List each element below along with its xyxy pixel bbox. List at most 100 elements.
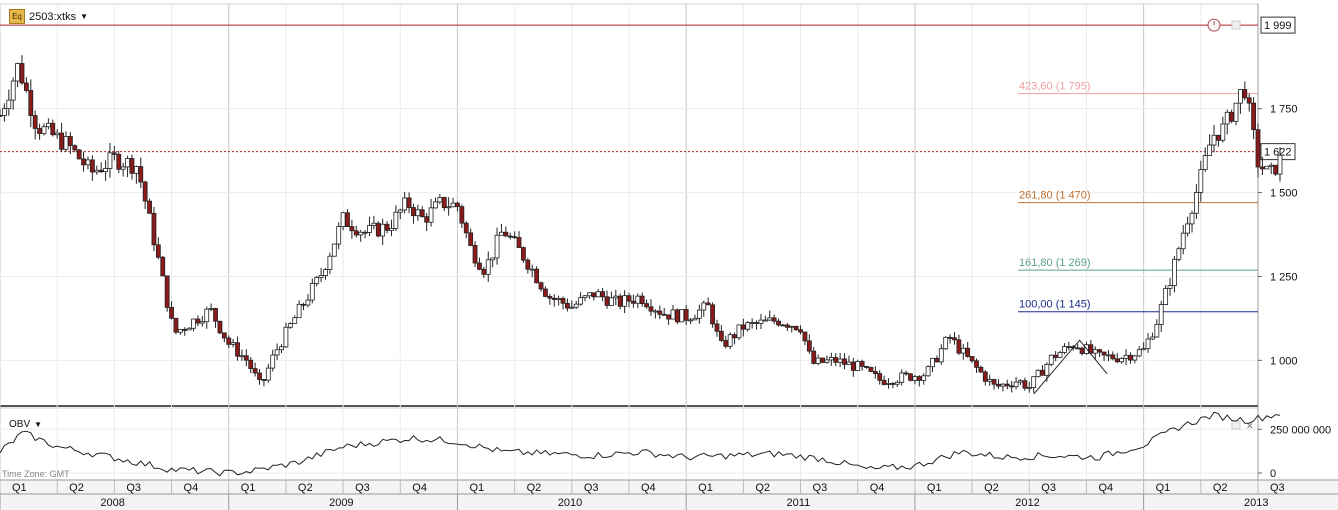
candle-body bbox=[287, 323, 293, 328]
symbol-selector[interactable]: Eq 2503:xtks ▼ bbox=[9, 9, 88, 24]
candle-body bbox=[1123, 354, 1129, 359]
obv-indicator-selector[interactable]: OBV ▼ bbox=[9, 419, 42, 430]
candle-body bbox=[802, 331, 808, 342]
candle-body bbox=[441, 197, 447, 209]
candle-body bbox=[459, 206, 465, 224]
candle-body bbox=[723, 340, 729, 347]
candle-body bbox=[956, 339, 962, 354]
candle-body bbox=[1066, 346, 1072, 348]
candle-body bbox=[1009, 385, 1015, 388]
candle-body bbox=[323, 269, 328, 276]
candle-body bbox=[111, 152, 117, 155]
candle-body bbox=[710, 304, 715, 325]
candle-body bbox=[415, 209, 421, 217]
candle-body bbox=[1172, 258, 1177, 287]
candle-body bbox=[991, 379, 997, 385]
candle-body bbox=[815, 357, 821, 364]
candle-body bbox=[1238, 89, 1243, 104]
candle-body bbox=[1136, 349, 1142, 357]
candle-body bbox=[1022, 380, 1028, 389]
price-marker-box bbox=[1260, 16, 1296, 34]
candle-body bbox=[503, 231, 509, 237]
candle-body bbox=[969, 356, 975, 362]
candle-body bbox=[243, 355, 249, 361]
candle-body bbox=[384, 223, 390, 231]
candle-body bbox=[1163, 288, 1169, 305]
candle-body bbox=[138, 166, 144, 183]
candle-body bbox=[45, 122, 51, 128]
candle-body bbox=[644, 303, 649, 308]
candle-body bbox=[960, 347, 966, 354]
candle-body bbox=[938, 348, 944, 363]
candle-body bbox=[868, 367, 874, 372]
candle-body bbox=[1141, 348, 1147, 351]
candle-body bbox=[688, 319, 693, 322]
candle-body bbox=[780, 324, 786, 327]
drawn-trendline bbox=[1033, 339, 1108, 395]
candle-body bbox=[1229, 111, 1235, 122]
year-label: 2012 bbox=[1015, 497, 1039, 509]
candle-body bbox=[226, 337, 232, 345]
candle-body bbox=[828, 357, 834, 361]
candle-body bbox=[208, 308, 214, 310]
candle-body bbox=[213, 308, 218, 322]
candle-body bbox=[1189, 212, 1195, 225]
candle-body bbox=[952, 337, 957, 341]
candle-body bbox=[406, 197, 412, 208]
candle-body bbox=[556, 298, 562, 300]
candle-body bbox=[793, 325, 799, 331]
candle-body bbox=[648, 306, 654, 312]
candle-body bbox=[758, 319, 764, 324]
candle-body bbox=[930, 357, 935, 368]
candle-body bbox=[481, 268, 487, 275]
candle-body bbox=[507, 235, 513, 238]
candle-body bbox=[987, 379, 993, 382]
candle-body bbox=[784, 324, 790, 328]
candle-body bbox=[155, 244, 161, 258]
candle-body bbox=[499, 231, 504, 236]
candle-body bbox=[103, 168, 108, 173]
candle-body bbox=[37, 128, 42, 134]
candle-body bbox=[274, 349, 280, 356]
candle-body bbox=[450, 202, 456, 208]
candle-body bbox=[437, 197, 443, 203]
candle-body bbox=[1075, 347, 1081, 350]
candle-body bbox=[142, 181, 148, 202]
candle-body bbox=[1216, 134, 1221, 141]
candle-body bbox=[705, 302, 711, 306]
candle-body bbox=[463, 222, 469, 234]
candle-body bbox=[1202, 155, 1208, 170]
candle-body bbox=[1097, 349, 1103, 353]
candle-body bbox=[239, 355, 245, 358]
candle-body bbox=[806, 340, 812, 352]
candle-body bbox=[551, 297, 557, 300]
candle-body bbox=[1194, 192, 1199, 214]
candle-body bbox=[881, 379, 887, 385]
time-axis-area bbox=[0, 480, 1338, 510]
candle-body bbox=[336, 226, 342, 245]
candle-body bbox=[1053, 354, 1059, 358]
quarter-label: Q4 bbox=[184, 482, 199, 494]
quarter-label: Q2 bbox=[527, 482, 542, 494]
obv-tick-label: 250 000 000 bbox=[1270, 424, 1331, 436]
quarter-label: Q2 bbox=[984, 482, 999, 494]
candle-body bbox=[886, 383, 891, 385]
candle-body bbox=[314, 276, 320, 284]
price-tick-label: 1 750 bbox=[1270, 104, 1298, 116]
candle-body bbox=[15, 63, 20, 82]
candle-body bbox=[894, 381, 900, 385]
candle-body bbox=[252, 368, 258, 374]
candle-body bbox=[1259, 166, 1265, 170]
candle-body bbox=[652, 310, 658, 313]
candle-body bbox=[309, 283, 315, 301]
candle-body bbox=[833, 357, 839, 363]
obv-line bbox=[0, 411, 1281, 477]
candle-body bbox=[525, 259, 531, 270]
candle-body bbox=[736, 324, 742, 339]
candle-body bbox=[1251, 102, 1257, 131]
candle-body bbox=[349, 226, 355, 232]
obv-label: OBV bbox=[9, 419, 31, 430]
candle-body bbox=[943, 336, 949, 350]
